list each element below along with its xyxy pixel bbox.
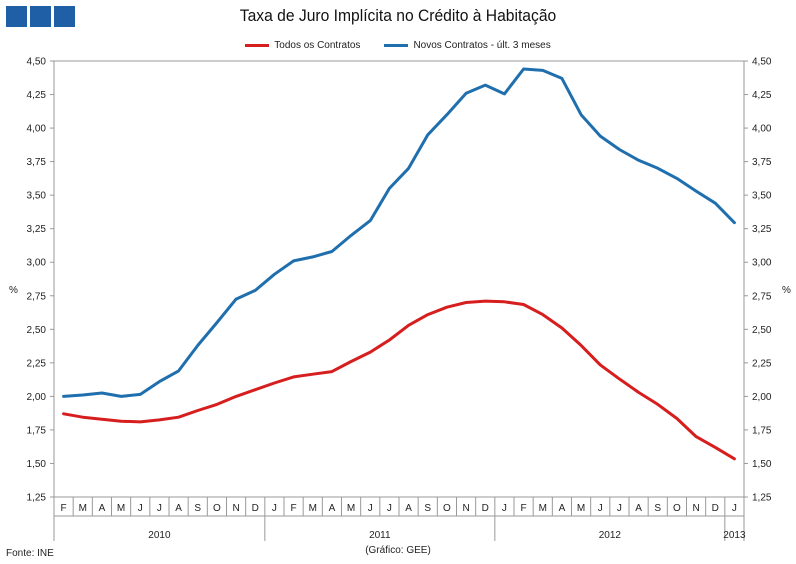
y-tick-label-right: 1,25	[752, 493, 772, 504]
y-tick-label-right: 4,50	[752, 57, 772, 68]
legend-item-novos: Novos Contratos - últ. 3 meses	[384, 40, 551, 51]
x-tick-label: F	[521, 503, 527, 514]
legend-label-novos: Novos Contratos - últ. 3 meses	[413, 40, 551, 51]
y-tick-label-right: 1,50	[752, 459, 772, 470]
x-tick-label: F	[61, 503, 67, 514]
y-tick-label-left: 2,25	[27, 358, 47, 369]
x-tick-label: M	[347, 503, 355, 514]
logo-square	[30, 6, 51, 27]
x-tick-label: S	[424, 503, 431, 514]
logo-square	[54, 6, 75, 27]
y-tick-label-left: 2,50	[27, 325, 47, 336]
x-tick-label: A	[405, 503, 412, 514]
y-tick-label-left: 1,75	[27, 425, 47, 436]
x-tick-label: J	[598, 503, 603, 514]
x-tick-label: M	[309, 503, 317, 514]
plot-frame	[53, 60, 745, 498]
y-tick-label-right: 2,00	[752, 392, 772, 403]
year-label: 2011	[369, 530, 391, 541]
x-tick-label: A	[99, 503, 106, 514]
chart-legend: Todos os Contratos Novos Contratos - últ…	[0, 40, 796, 51]
x-tick-label: N	[232, 503, 239, 514]
y-tick-label-left: 2,75	[27, 291, 47, 302]
x-tick-label: A	[175, 503, 182, 514]
legend-label-todos: Todos os Contratos	[274, 40, 361, 51]
legend-item-todos: Todos os Contratos	[245, 40, 360, 51]
logo-square	[6, 6, 27, 27]
x-tick-label: D	[252, 503, 259, 514]
x-tick-label: A	[635, 503, 642, 514]
logo	[6, 6, 75, 27]
y-tick-label-right: 2,25	[752, 358, 772, 369]
y-tick-label-left: 4,50	[27, 57, 47, 68]
series-line-todos-contratos	[62, 299, 736, 461]
y-tick-label-left: 3,25	[27, 224, 47, 235]
legend-swatch-novos	[384, 44, 409, 47]
y-tick-label-left: 4,25	[27, 90, 47, 101]
x-tick-label: J	[157, 503, 162, 514]
x-tick-label: D	[712, 503, 719, 514]
x-tick-label: J	[387, 503, 392, 514]
x-tick-label: J	[502, 503, 507, 514]
y-tick-label-left: 2,00	[27, 392, 47, 403]
chart-title: Taxa de Juro Implícita no Crédito à Habi…	[239, 6, 557, 25]
x-tick-label: J	[272, 503, 277, 514]
year-label: 2010	[148, 530, 171, 541]
year-label: 2012	[599, 530, 622, 541]
source-note: Fonte: INE	[6, 548, 54, 559]
x-tick-label: N	[462, 503, 469, 514]
y-tick-label-left: 1,25	[27, 493, 47, 504]
x-tick-label: J	[732, 503, 737, 514]
x-tick-label: M	[539, 503, 547, 514]
series-line-novos-contratos	[62, 67, 736, 398]
y-tick-label-left: 4,00	[27, 124, 47, 135]
y-tick-label-right: 4,00	[752, 124, 772, 135]
x-tick-label: S	[194, 503, 201, 514]
x-tick-label: A	[559, 503, 566, 514]
y-tick-label-right: 4,25	[752, 90, 772, 101]
x-tick-label: M	[79, 503, 87, 514]
legend-swatch-todos	[245, 44, 270, 47]
x-tick-label: J	[368, 503, 373, 514]
x-tick-label: D	[482, 503, 489, 514]
x-tick-label: F	[291, 503, 297, 514]
y-tick-label-right: 2,75	[752, 291, 772, 302]
x-tick-label: J	[138, 503, 143, 514]
y-tick-label-right: 3,75	[752, 157, 772, 168]
x-tick-label: N	[692, 503, 699, 514]
year-label: 2013	[723, 530, 746, 541]
y-axis-label-left: %	[9, 285, 18, 296]
x-tick-label: M	[117, 503, 125, 514]
y-tick-label-left: 3,00	[27, 258, 47, 269]
x-tick-label: O	[673, 503, 681, 514]
y-tick-label-right: 2,50	[752, 325, 772, 336]
x-tick-label: S	[654, 503, 661, 514]
y-tick-label-left: 3,75	[27, 157, 47, 168]
x-tick-label: J	[617, 503, 622, 514]
credit-note: (Gráfico: GEE)	[365, 545, 431, 556]
y-tick-label-left: 3,50	[27, 191, 47, 202]
x-tick-label: M	[577, 503, 585, 514]
x-tick-label: A	[329, 503, 336, 514]
y-tick-label-right: 3,50	[752, 191, 772, 202]
y-tick-label-right: 3,00	[752, 258, 772, 269]
x-tick-label: O	[213, 503, 221, 514]
y-axis-label-right: %	[782, 285, 791, 296]
y-tick-label-right: 1,75	[752, 425, 772, 436]
y-tick-label-left: 1,50	[27, 459, 47, 470]
x-tick-label: O	[443, 503, 451, 514]
y-tick-label-right: 3,25	[752, 224, 772, 235]
